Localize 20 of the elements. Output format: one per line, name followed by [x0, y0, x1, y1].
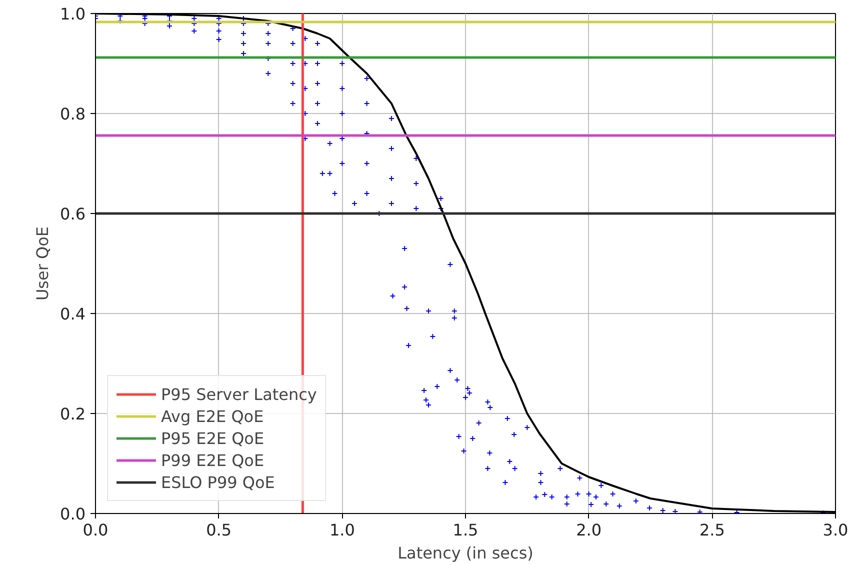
- legend-label: ESLO P99 QoE: [161, 472, 275, 492]
- ref-line-label: P95 Server Latency: [161, 384, 317, 404]
- y-tick-label: 0.2: [60, 404, 86, 424]
- x-tick-label: 0.0: [82, 520, 108, 540]
- x-tick-label: 1.0: [329, 520, 355, 540]
- y-tick-label: 0.8: [60, 104, 86, 124]
- x-tick-label: 0.5: [206, 520, 232, 540]
- y-tick-label: 0.4: [60, 304, 86, 324]
- x-tick-label: 3.0: [822, 520, 848, 540]
- legend-label: P95 E2E QoE: [161, 428, 264, 448]
- x-tick-label: 1.5: [452, 520, 478, 540]
- x-axis-title: Latency (in secs): [398, 544, 534, 562]
- x-tick-label: 2.5: [699, 520, 725, 540]
- y-tick-label: 1.0: [60, 4, 86, 24]
- y-axis-title: User QoE: [33, 226, 52, 301]
- legend-label: P99 E2E QoE: [161, 450, 264, 470]
- legend-label: Avg E2E QoE: [161, 406, 264, 426]
- x-tick-label: 2.0: [576, 520, 602, 540]
- y-tick-label: 0.6: [60, 204, 86, 224]
- y-tick-label: 0.0: [60, 504, 86, 524]
